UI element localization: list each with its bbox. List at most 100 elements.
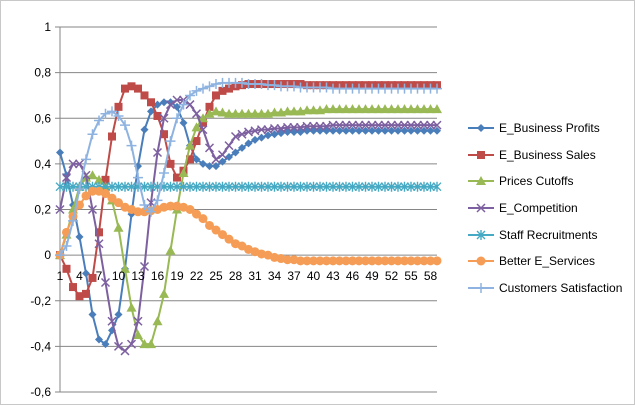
- data-point-e-competition: [269, 123, 280, 134]
- data-point-prices-cutoffs: [224, 108, 234, 118]
- data-point-staff-recruitments: [62, 181, 71, 192]
- data-point-staff-recruitments: [192, 181, 201, 192]
- data-point-e-business-profits: [218, 157, 227, 166]
- data-point-prices-cutoffs: [347, 104, 358, 114]
- data-point-customers-satisfaction: [178, 99, 189, 110]
- legend-label: Prices Cutoffs: [499, 174, 574, 189]
- data-point-e-business-sales: [147, 98, 155, 107]
- data-point-e-competition: [120, 346, 130, 356]
- data-point-staff-recruitments: [166, 181, 175, 192]
- data-point-e-business-profits: [199, 159, 207, 168]
- data-point-staff-recruitments: [146, 181, 156, 192]
- series-lines: [55, 77, 442, 356]
- data-point-e-competition: [308, 121, 319, 131]
- data-point-prices-cutoffs: [393, 104, 403, 114]
- data-point-customers-satisfaction: [191, 85, 202, 96]
- data-point-e-business-sales: [134, 84, 142, 93]
- data-point-staff-recruitments: [198, 181, 208, 192]
- data-point-e-business-sales: [88, 273, 97, 282]
- data-point-e-competition: [107, 316, 117, 326]
- data-point-prices-cutoffs: [386, 104, 397, 114]
- data-point-staff-recruitments: [406, 181, 416, 192]
- data-point-staff-recruitments: [185, 181, 195, 192]
- x-tick-label: 1: [57, 269, 64, 283]
- x-tick-label: 43: [326, 269, 340, 283]
- data-point-better-e-services: [322, 256, 331, 266]
- data-point-e-business-profits: [433, 126, 441, 135]
- data-point-customers-satisfaction: [126, 140, 137, 151]
- data-point-prices-cutoffs: [120, 263, 130, 273]
- legend-item-better-e-services: Better E_Services: [466, 251, 634, 278]
- data-point-e-business-profits: [231, 148, 240, 157]
- data-point-staff-recruitments: [237, 181, 247, 192]
- legend-swatch-better-e-services: [468, 256, 494, 266]
- y-tick-label: 0: [44, 248, 51, 262]
- data-point-e-business-sales: [173, 173, 181, 182]
- data-point-prices-cutoffs: [87, 170, 98, 180]
- data-point-prices-cutoffs: [204, 108, 215, 118]
- data-point-better-e-services: [328, 256, 338, 266]
- data-point-better-e-services: [192, 209, 201, 219]
- x-tick-label: 22: [190, 269, 204, 283]
- data-point-e-business-profits: [192, 155, 201, 164]
- legend-label: E_Business Sales: [499, 147, 596, 162]
- x-tick-label: 4: [76, 269, 83, 283]
- legend: E_Business Profits E_Business Sales Prices…: [466, 118, 634, 305]
- data-point-better-e-services: [354, 256, 364, 266]
- y-tick-label: 0,4: [34, 157, 51, 171]
- data-point-staff-recruitments: [341, 181, 351, 192]
- data-point-better-e-services: [302, 256, 312, 266]
- data-point-customers-satisfaction: [74, 183, 85, 194]
- data-point-e-business-sales: [153, 111, 162, 120]
- data-point-customers-satisfaction: [81, 154, 91, 165]
- data-point-e-business-profits: [355, 126, 363, 135]
- data-point-staff-recruitments: [257, 181, 266, 192]
- data-point-legend-better-e-services: [476, 256, 486, 266]
- data-point-prices-cutoffs: [425, 104, 436, 114]
- data-point-e-competition: [217, 150, 228, 160]
- data-point-e-competition: [425, 120, 436, 130]
- data-point-e-business-sales: [166, 159, 175, 168]
- data-point-better-e-services: [185, 205, 195, 214]
- data-point-e-business-profits: [381, 126, 389, 135]
- x-tick-label: 34: [268, 269, 282, 283]
- data-point-staff-recruitments: [107, 181, 117, 192]
- legend-item-prices-cutoffs: Prices Cutoffs: [466, 171, 634, 198]
- data-point-staff-recruitments: [374, 181, 383, 192]
- data-point-e-business-sales: [82, 289, 90, 298]
- data-point-staff-recruitments: [432, 181, 442, 192]
- data-point-e-business-sales: [121, 84, 129, 93]
- data-point-prices-cutoffs: [282, 106, 293, 116]
- data-point-customers-satisfaction: [68, 215, 78, 226]
- data-point-better-e-services: [315, 256, 325, 266]
- data-point-prices-cutoffs: [230, 108, 241, 118]
- data-point-e-competition: [302, 121, 312, 131]
- data-point-staff-recruitments: [244, 181, 253, 192]
- data-point-staff-recruitments: [387, 181, 396, 192]
- data-point-e-business-sales: [212, 91, 220, 100]
- data-point-e-business-sales: [75, 292, 84, 301]
- data-point-e-competition: [172, 95, 182, 105]
- data-point-customers-satisfaction: [211, 79, 221, 90]
- data-point-e-competition: [159, 113, 169, 123]
- data-point-e-competition: [61, 173, 72, 183]
- data-point-customers-satisfaction: [133, 172, 143, 183]
- tick-labels: 10,80,60,40,20-0,2-0,4-0,61 4 7 10 13 16 19 22 2…: [30, 20, 437, 399]
- data-point-e-business-profits: [244, 139, 253, 148]
- data-point-legend-staff-recruitments: [476, 229, 486, 240]
- data-point-e-competition: [68, 159, 78, 169]
- data-point-e-business-sales: [101, 175, 110, 184]
- data-point-e-business-profits: [407, 126, 415, 135]
- data-point-e-business-profits: [361, 126, 370, 135]
- data-point-staff-recruitments: [322, 181, 331, 192]
- data-point-e-competition: [341, 120, 351, 130]
- data-point-e-competition: [230, 131, 241, 142]
- data-point-customers-satisfaction: [185, 90, 195, 101]
- x-tick-label: 28: [229, 269, 243, 283]
- data-point-better-e-services: [211, 225, 221, 235]
- data-point-e-business-profits: [374, 126, 383, 135]
- data-point-customers-satisfaction: [146, 206, 156, 217]
- data-point-prices-cutoffs: [243, 108, 254, 118]
- data-point-legend-customers-satisfaction: [476, 283, 486, 294]
- data-point-prices-cutoffs: [185, 140, 195, 150]
